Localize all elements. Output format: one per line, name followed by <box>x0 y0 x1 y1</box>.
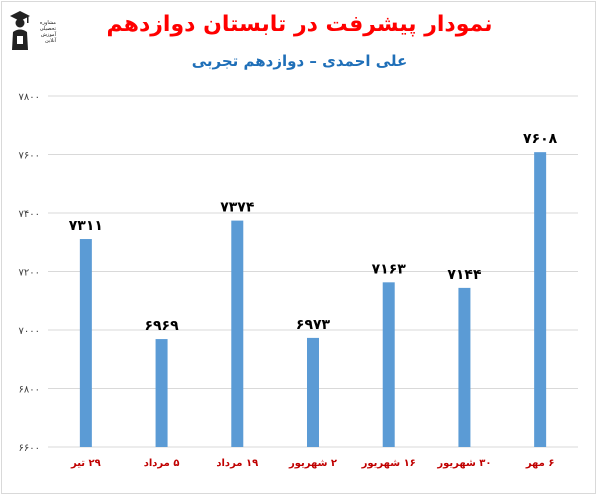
bar <box>382 282 395 447</box>
bar <box>155 339 168 447</box>
data-label: ۶۹۷۳ <box>296 317 331 333</box>
y-tick-label: ۷۰۰۰ <box>19 326 40 337</box>
y-tick-label: ۷۲۰۰ <box>19 268 40 279</box>
x-tick-label: ۱۶ شهریور <box>361 458 416 469</box>
y-axis: ۶۶۰۰ ۶۸۰۰ ۷۰۰۰ ۷۲۰۰ ۷۴۰۰ ۷۶۰۰ ۷۸۰۰ <box>19 92 40 454</box>
data-label: ۷۱۶۳ <box>372 261 407 277</box>
x-tick-label: ۱۹ مرداد <box>216 458 258 469</box>
x-tick-label: ۶ مهر <box>525 458 555 469</box>
logo-text: مشاوره تحصیلی آموزش آنلاین <box>36 20 56 44</box>
x-axis: ۲۹ تیر ۵ مرداد ۱۹ مرداد ۲ شهریور ۱۶ شهریور ۳۰… <box>70 458 554 469</box>
bars <box>79 152 547 447</box>
data-label: ۷۳۱۱ <box>69 218 103 234</box>
graduate-figure-icon <box>10 11 30 50</box>
logo-text-line: آنلاین <box>45 38 56 44</box>
y-tick-label: ۷۴۰۰ <box>19 209 40 220</box>
data-labels: ۷۳۱۱ ۶۹۶۹ ۷۳۷۴ ۶۹۷۳ ۷۱۶۳ ۷۱۴۴ ۷۶۰۸ <box>69 131 558 334</box>
bar <box>231 220 244 447</box>
bar <box>307 337 319 447</box>
bar <box>79 239 92 447</box>
logo-text-line: مشاوره <box>39 20 56 26</box>
logo: مشاوره تحصیلی آموزش آنلاین <box>8 8 56 52</box>
y-tick-label: ۷۸۰۰ <box>19 92 40 103</box>
x-tick-label: ۲ شهریور <box>288 458 337 469</box>
x-tick-label: ۳۰ شهریور <box>436 458 491 469</box>
data-label: ۷۳۷۴ <box>220 200 255 216</box>
bar <box>458 287 471 447</box>
y-tick-label: ۶۸۰۰ <box>19 385 40 396</box>
chart-subtitle: علی احمدی – دوازدهم تجربی <box>191 52 408 70</box>
bar <box>534 152 547 447</box>
logo-text-line: آموزش <box>40 32 56 38</box>
y-tick-label: ۶۶۰۰ <box>19 443 40 454</box>
data-label: ۶۹۶۹ <box>144 318 179 334</box>
data-label: ۷۶۰۸ <box>523 131 558 147</box>
x-tick-label: ۲۹ تیر <box>70 458 101 469</box>
y-tick-label: ۷۶۰۰ <box>19 151 40 162</box>
x-tick-label: ۵ مرداد <box>144 458 180 469</box>
chart-title: نمودار پیشرفت در تابستان دوازدهم <box>106 12 493 37</box>
logo-text-line: تحصیلی <box>39 26 56 32</box>
data-label: ۷۱۴۴ <box>447 267 482 283</box>
